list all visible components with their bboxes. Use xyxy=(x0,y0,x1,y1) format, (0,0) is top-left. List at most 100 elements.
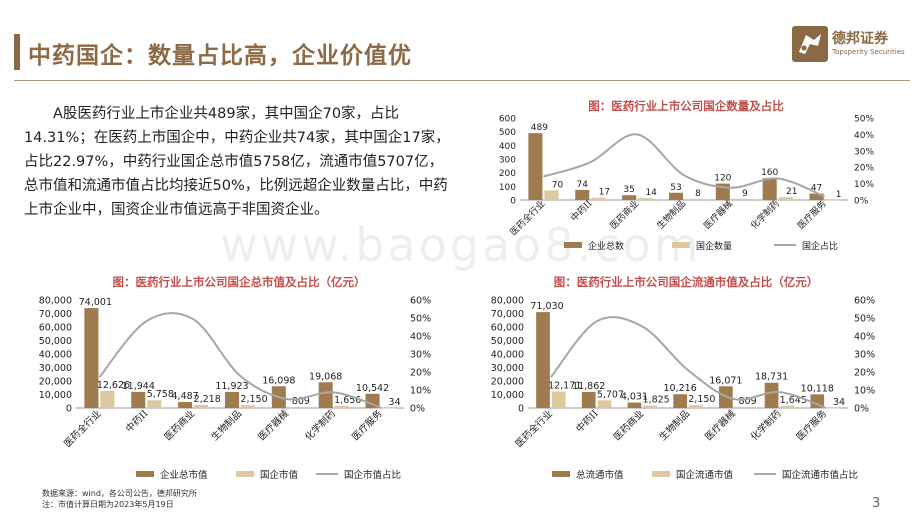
y2-tick-label: 30% xyxy=(854,147,874,157)
bar-state-owned xyxy=(544,190,559,200)
chart-title: 图：医药行业上市公司国企总市值及占比（亿元） xyxy=(112,275,366,289)
x-category-label: 医疗服务 xyxy=(794,407,830,443)
watermark: www.baogao8.com xyxy=(220,218,702,272)
bar-total xyxy=(224,391,239,408)
x-category-label: 化学制药 xyxy=(748,198,782,232)
y2-tick-label: 40% xyxy=(854,332,875,343)
x-category-label: 生物制品 xyxy=(657,408,692,443)
data-label-state-owned: 12,171 xyxy=(548,381,581,392)
chart-market-cap: 图：医药行业上市公司国企总市值及占比（亿元） 0 10,000 20,000 30,0… xyxy=(24,274,454,488)
y-tick-label: 100 xyxy=(499,183,516,193)
bar-state-owned xyxy=(638,198,653,200)
x-category-label: 生物制品 xyxy=(654,198,688,232)
data-label-total: 11,862 xyxy=(572,381,605,392)
data-label-state-owned: 12,626 xyxy=(97,380,130,391)
y2-tick-label: 60% xyxy=(410,296,431,307)
y-tick-label: 40,000 xyxy=(491,350,524,361)
x-category-label: 化学制药 xyxy=(302,408,337,443)
data-label-total: 19,068 xyxy=(309,371,342,382)
date-note: 注：市值计算日期为2023年5月19日 xyxy=(42,500,174,509)
y2-tick-label: 20% xyxy=(410,368,431,379)
legend-swatch-total xyxy=(136,471,154,477)
y2-tick-label: 10% xyxy=(854,180,874,190)
data-label-state-owned: 21 xyxy=(786,187,797,197)
y2-tick-label: 0% xyxy=(854,197,869,207)
y2-tick-label: 60% xyxy=(854,296,875,307)
data-label-state-owned: 2,150 xyxy=(688,394,715,405)
data-label-total: 10,542 xyxy=(356,383,389,394)
legend-label-share: 国企占比 xyxy=(802,240,838,252)
legend-label-state-owned: 国企市值 xyxy=(260,469,299,481)
bar-state-owned xyxy=(597,400,612,408)
y-tick-label: 300 xyxy=(499,156,516,166)
legend-label-state-owned: 国企流通市值 xyxy=(676,469,734,481)
series-line-share xyxy=(550,316,826,409)
y2-tick-label: 20% xyxy=(854,368,875,379)
y-tick-label: 40,000 xyxy=(39,350,72,361)
data-label-total: 74,001 xyxy=(79,297,112,308)
bar-total xyxy=(809,193,824,200)
x-category-label: 医疗服务 xyxy=(795,198,829,232)
y-tick-label: 0 xyxy=(66,404,72,415)
x-category-label: 化学制药 xyxy=(748,408,783,443)
x-category-label: 医药商业 xyxy=(162,408,197,443)
legend-label-state-owned: 国企数量 xyxy=(696,240,732,252)
legend-swatch-total xyxy=(552,471,570,477)
x-category-label: 医疗器械 xyxy=(256,407,292,443)
title-accent-bar xyxy=(14,34,20,70)
data-label-state-owned: 2,150 xyxy=(240,394,267,405)
bar-state-owned xyxy=(643,405,657,408)
x-category-label: 医疗器械 xyxy=(702,407,738,443)
bar-total xyxy=(673,394,687,408)
y2-tick-label: 50% xyxy=(854,115,874,125)
chart-plot: 0 100 200 300 400 500 600 0% 10% 20% 30% 40% 50% 489 7… xyxy=(499,115,875,253)
x-category-label: 中药II xyxy=(573,407,600,434)
y2-tick-label: 50% xyxy=(854,314,875,325)
bar-total xyxy=(762,178,777,200)
y-tick-label: 600 xyxy=(499,115,516,125)
data-label-state-owned: 1,656 xyxy=(334,395,361,406)
y2-tick-label: 50% xyxy=(410,314,431,325)
data-label-state-owned: 34 xyxy=(389,397,401,408)
data-label-total: 47 xyxy=(811,184,822,194)
data-label-total: 10,216 xyxy=(664,383,697,394)
bar-total xyxy=(668,192,683,200)
data-label-total: 16,071 xyxy=(709,375,742,386)
page-title: 中药国企：数量占比高，企业价值优 xyxy=(28,43,412,69)
data-label-state-owned: 1,645 xyxy=(780,395,807,406)
bar-total xyxy=(365,393,380,408)
bar-state-owned xyxy=(241,405,256,408)
x-category-label: 中药II xyxy=(568,197,595,224)
y-tick-label: 500 xyxy=(499,128,516,138)
data-label-total: 74 xyxy=(577,180,589,190)
y-tick-label: 50,000 xyxy=(39,336,72,347)
legend-label-total: 企业总数 xyxy=(588,240,624,252)
legend-label-total: 企业总市值 xyxy=(160,469,208,481)
bar-total xyxy=(575,189,590,200)
data-label-total: 35 xyxy=(623,185,634,195)
x-category-label: 医疗器械 xyxy=(701,198,735,232)
bar-total xyxy=(318,382,333,408)
data-label-total: 53 xyxy=(670,183,681,193)
data-label-state-owned: 14 xyxy=(645,188,657,198)
bar-total xyxy=(131,391,146,408)
y-tick-label: 60,000 xyxy=(39,323,72,334)
data-label-state-owned: 5,707 xyxy=(597,389,624,400)
data-label-total: 16,098 xyxy=(262,375,295,386)
y2-tick-label: 30% xyxy=(854,350,875,361)
data-label-total: 11,923 xyxy=(215,381,248,392)
y-tick-label: 60,000 xyxy=(491,323,524,334)
y-tick-label: 10,000 xyxy=(491,390,524,401)
legend-label-share: 国企流通市值占比 xyxy=(782,469,858,481)
bar-state-owned xyxy=(194,405,209,408)
chart-title: 图：医药行业上市公司国企数量及占比 xyxy=(588,99,784,113)
bar-state-owned xyxy=(731,198,746,200)
page-number: 3 xyxy=(872,496,881,511)
y2-tick-label: 0% xyxy=(854,404,869,415)
data-label-total: 10,118 xyxy=(801,383,834,394)
y2-tick-label: 10% xyxy=(854,386,875,397)
y2-tick-label: 30% xyxy=(410,350,431,361)
y2-tick-label: 40% xyxy=(410,332,431,343)
bar-state-owned xyxy=(551,391,566,408)
bar-state-owned xyxy=(825,199,840,201)
